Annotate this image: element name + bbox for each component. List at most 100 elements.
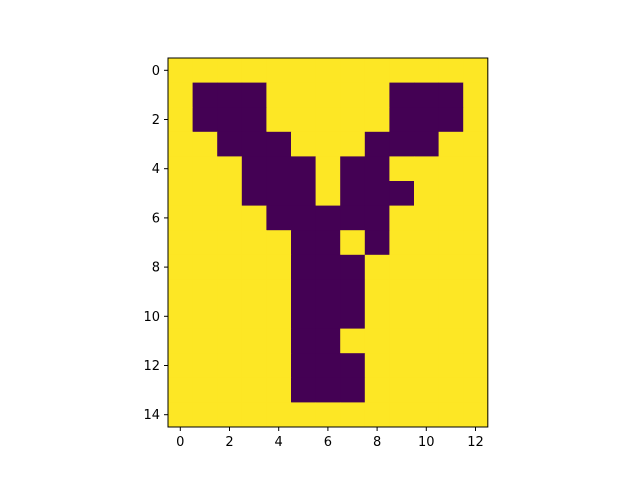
heatmap-cell <box>414 107 439 133</box>
heatmap-cell <box>217 107 243 133</box>
heatmap-cell <box>414 279 439 305</box>
heatmap-cell <box>168 328 193 354</box>
heatmap-cell <box>389 181 415 206</box>
heatmap-cell <box>364 107 390 133</box>
heatmap-cell <box>217 131 243 157</box>
heatmap-cell <box>266 82 292 108</box>
heatmap-cell <box>389 82 415 108</box>
heatmap-cell <box>438 107 464 133</box>
heatmap-cell <box>291 377 316 403</box>
heatmap-cell <box>217 304 243 329</box>
heatmap-cell <box>438 353 464 379</box>
heatmap-cell <box>340 377 366 403</box>
heatmap-cells <box>168 58 489 428</box>
heatmap-cell <box>241 82 267 108</box>
heatmap-cell <box>364 254 390 280</box>
heatmap-cell <box>266 402 292 428</box>
heatmap-cell <box>340 402 366 428</box>
heatmap-cell <box>291 82 316 108</box>
heatmap-cell <box>217 279 243 305</box>
heatmap-cell <box>463 402 489 428</box>
heatmap-cell <box>168 131 193 157</box>
heatmap-cell <box>315 353 341 379</box>
heatmap-cell <box>414 230 439 256</box>
heatmap-cell <box>241 205 267 231</box>
heatmap-cell <box>192 131 218 157</box>
y-tick-label: 0 <box>152 64 160 79</box>
heatmap-cell <box>414 156 439 182</box>
heatmap-cell <box>340 58 366 83</box>
heatmap-cell <box>266 304 292 329</box>
heatmap-cell <box>315 131 341 157</box>
heatmap-cell <box>192 377 218 403</box>
heatmap-cell <box>438 205 464 231</box>
heatmap-cell <box>217 156 243 182</box>
heatmap-cell <box>241 328 267 354</box>
heatmap-cell <box>217 254 243 280</box>
heatmap-cell <box>340 279 366 305</box>
heatmap-cell <box>217 353 243 379</box>
heatmap-cell <box>340 82 366 108</box>
y-axis: 0 2 4 6 8 10 12 14 <box>143 64 168 423</box>
heatmap-cell <box>168 353 193 379</box>
heatmap-cell <box>241 402 267 428</box>
heatmap-cell <box>438 279 464 305</box>
heatmap-cell <box>291 181 316 206</box>
x-tick-label: 12 <box>467 435 484 450</box>
heatmap-cell <box>463 205 489 231</box>
heatmap-cell <box>315 279 341 305</box>
heatmap-cell <box>438 254 464 280</box>
heatmap-cell <box>217 402 243 428</box>
heatmap-cell <box>364 230 390 256</box>
heatmap-cell <box>340 181 366 206</box>
heatmap-cell <box>389 402 415 428</box>
heatmap-cell <box>168 402 193 428</box>
heatmap-cell <box>414 402 439 428</box>
heatmap-cell <box>192 254 218 280</box>
heatmap-cell <box>389 205 415 231</box>
heatmap-cell <box>389 279 415 305</box>
heatmap-cell <box>414 205 439 231</box>
heatmap-cell <box>192 402 218 428</box>
heatmap-cell <box>192 328 218 354</box>
y-tick-label: 10 <box>143 310 160 325</box>
heatmap-cell <box>241 304 267 329</box>
heatmap-cell <box>438 58 464 83</box>
heatmap-cell <box>168 279 193 305</box>
x-tick-label: 10 <box>418 435 435 450</box>
heatmap-cell <box>315 205 341 231</box>
heatmap-cell <box>389 377 415 403</box>
heatmap-cell <box>168 377 193 403</box>
heatmap-cell <box>389 254 415 280</box>
heatmap-cell <box>192 82 218 108</box>
heatmap-cell <box>438 230 464 256</box>
heatmap-cell <box>315 156 341 182</box>
heatmap-cell <box>364 328 390 354</box>
heatmap-cell <box>340 131 366 157</box>
heatmap-cell <box>463 82 489 108</box>
heatmap-cell <box>438 131 464 157</box>
heatmap-cell <box>217 181 243 206</box>
heatmap-cell <box>340 328 366 354</box>
heatmap-cell <box>389 156 415 182</box>
heatmap-cell <box>168 304 193 329</box>
heatmap-cell <box>364 279 390 305</box>
y-tick-label: 14 <box>143 408 160 423</box>
heatmap-cell <box>168 58 193 83</box>
heatmap-cell <box>414 58 439 83</box>
heatmap-cell <box>266 254 292 280</box>
heatmap-cell <box>241 353 267 379</box>
x-tick-label: 8 <box>373 435 381 450</box>
heatmap-cell <box>192 230 218 256</box>
heatmap-cell <box>266 58 292 83</box>
heatmap-cell <box>315 402 341 428</box>
heatmap-cell <box>192 156 218 182</box>
heatmap-cell <box>340 353 366 379</box>
heatmap-cell <box>241 254 267 280</box>
heatmap-cell <box>364 402 390 428</box>
heatmap-cell <box>389 304 415 329</box>
heatmap-cell <box>389 58 415 83</box>
heatmap-cell <box>168 107 193 133</box>
heatmap-cell <box>414 82 439 108</box>
